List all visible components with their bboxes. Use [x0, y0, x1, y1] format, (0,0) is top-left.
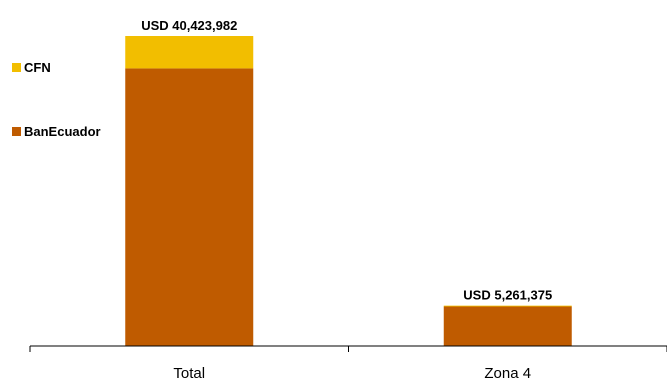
bar-zona-4-banecuador: [443, 306, 572, 346]
legend-label-banecuador: BanEcuador: [24, 124, 101, 139]
bars: [125, 36, 572, 346]
category-label-zona-4: Zona 4: [484, 365, 531, 382]
category-labels: Total Zona 4: [173, 365, 531, 382]
x-axis-ticks: [29, 346, 667, 352]
bar-total-banecuador: [125, 68, 254, 346]
legend: CFN BanEcuador: [12, 60, 101, 139]
legend-swatch-cfn: [12, 63, 21, 72]
total-labels: USD 40,423,982 USD 5,261,375: [141, 18, 552, 303]
total-label-total: USD 40,423,982: [141, 18, 237, 33]
bar-zona-4-cfn: [443, 305, 572, 307]
category-label-total: Total: [173, 365, 205, 382]
total-label-zona-4: USD 5,261,375: [463, 288, 552, 303]
legend-label-cfn: CFN: [24, 60, 51, 75]
bar-total-cfn: [125, 36, 254, 69]
legend-swatch-banecuador: [12, 127, 21, 136]
